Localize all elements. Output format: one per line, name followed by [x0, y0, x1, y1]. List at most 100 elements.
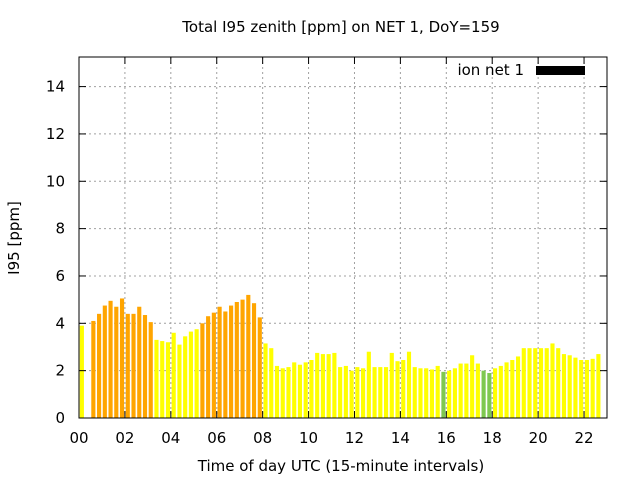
bar	[567, 355, 572, 418]
y-tick-label: 12	[46, 125, 65, 143]
bar	[389, 352, 394, 418]
y-tick-label: 10	[46, 172, 65, 190]
bar	[206, 316, 211, 418]
bar	[355, 367, 360, 418]
bar	[177, 344, 182, 418]
bar	[544, 348, 549, 418]
bar	[441, 371, 446, 418]
bar	[458, 363, 463, 418]
bar	[366, 351, 371, 418]
bar	[527, 348, 532, 418]
chart-title: Total I95 zenith [ppm] on NET 1, DoY=159	[181, 18, 499, 36]
bar	[234, 302, 239, 418]
bar	[263, 343, 268, 418]
bar	[487, 373, 492, 418]
bar	[194, 329, 199, 418]
bar	[108, 300, 113, 418]
bar	[481, 370, 486, 418]
y-tick-labels: 0 2 4 6 8 10 12 14	[46, 78, 65, 427]
plot-border	[78, 56, 608, 419]
bar	[188, 331, 193, 418]
bar	[561, 354, 567, 418]
bar	[573, 357, 578, 418]
y-tick-label: 4	[55, 314, 65, 332]
bar	[372, 367, 377, 418]
bar	[269, 348, 274, 418]
bar	[125, 313, 130, 418]
bar	[148, 322, 153, 418]
bar	[309, 360, 314, 418]
bar	[383, 367, 389, 418]
bar	[320, 354, 325, 418]
bar	[240, 299, 245, 418]
bar	[550, 343, 555, 418]
bar	[297, 364, 303, 418]
bar	[521, 348, 526, 418]
legend: ion net 1	[457, 61, 585, 79]
bar	[412, 367, 417, 418]
bar	[200, 323, 205, 418]
bar	[292, 362, 297, 418]
bar	[406, 351, 412, 418]
bar	[280, 368, 285, 418]
y-tick-label: 6	[55, 267, 65, 285]
bar	[596, 354, 601, 418]
y-axis-label: I95 [ppm]	[5, 201, 23, 275]
bar	[257, 317, 262, 418]
bar	[475, 363, 480, 418]
bar	[131, 313, 136, 418]
bar	[418, 368, 423, 418]
bar	[493, 368, 498, 418]
x-tick-label: 10	[299, 429, 318, 447]
x-tick-label: 04	[161, 429, 180, 447]
bar	[361, 368, 366, 418]
y-tick-label: 8	[55, 220, 65, 238]
x-tick-label: 06	[207, 429, 226, 447]
bar	[229, 305, 234, 418]
bar	[79, 325, 84, 418]
bar	[579, 360, 584, 418]
bar	[338, 367, 343, 418]
bar	[538, 348, 544, 418]
bar	[315, 352, 320, 418]
bar	[590, 358, 595, 418]
legend-label: ion net 1	[457, 61, 524, 79]
x-tick-label: 00	[69, 429, 88, 447]
bar	[303, 362, 308, 418]
bar	[498, 365, 503, 418]
bar	[510, 360, 515, 418]
bar	[556, 348, 561, 418]
bar	[114, 306, 119, 418]
bar	[211, 312, 216, 418]
bar	[102, 305, 107, 418]
bar	[424, 368, 429, 418]
axis-ticks	[78, 57, 607, 419]
x-axis-label: Time of day UTC (15-minute intervals)	[197, 457, 484, 475]
x-tick-label: 14	[391, 429, 410, 447]
bar	[286, 367, 291, 418]
bar	[223, 311, 228, 418]
bar	[183, 336, 188, 418]
bar	[160, 341, 165, 418]
bar	[378, 367, 383, 418]
bar	[251, 303, 257, 418]
bar	[452, 368, 457, 418]
bar	[470, 355, 475, 418]
bar	[274, 365, 280, 418]
x-tick-label: 08	[253, 429, 272, 447]
bar	[217, 306, 222, 418]
x-tick-label: 16	[437, 429, 456, 447]
y-tick-label: 2	[55, 362, 65, 380]
bar	[343, 365, 348, 418]
bar	[137, 306, 142, 418]
x-tick-label: 22	[574, 429, 593, 447]
bar	[395, 361, 400, 418]
x-tick-label: 12	[345, 429, 364, 447]
bar	[165, 342, 171, 418]
bar	[464, 363, 469, 418]
bar	[533, 348, 538, 418]
bar	[154, 339, 159, 418]
bar	[142, 315, 148, 418]
